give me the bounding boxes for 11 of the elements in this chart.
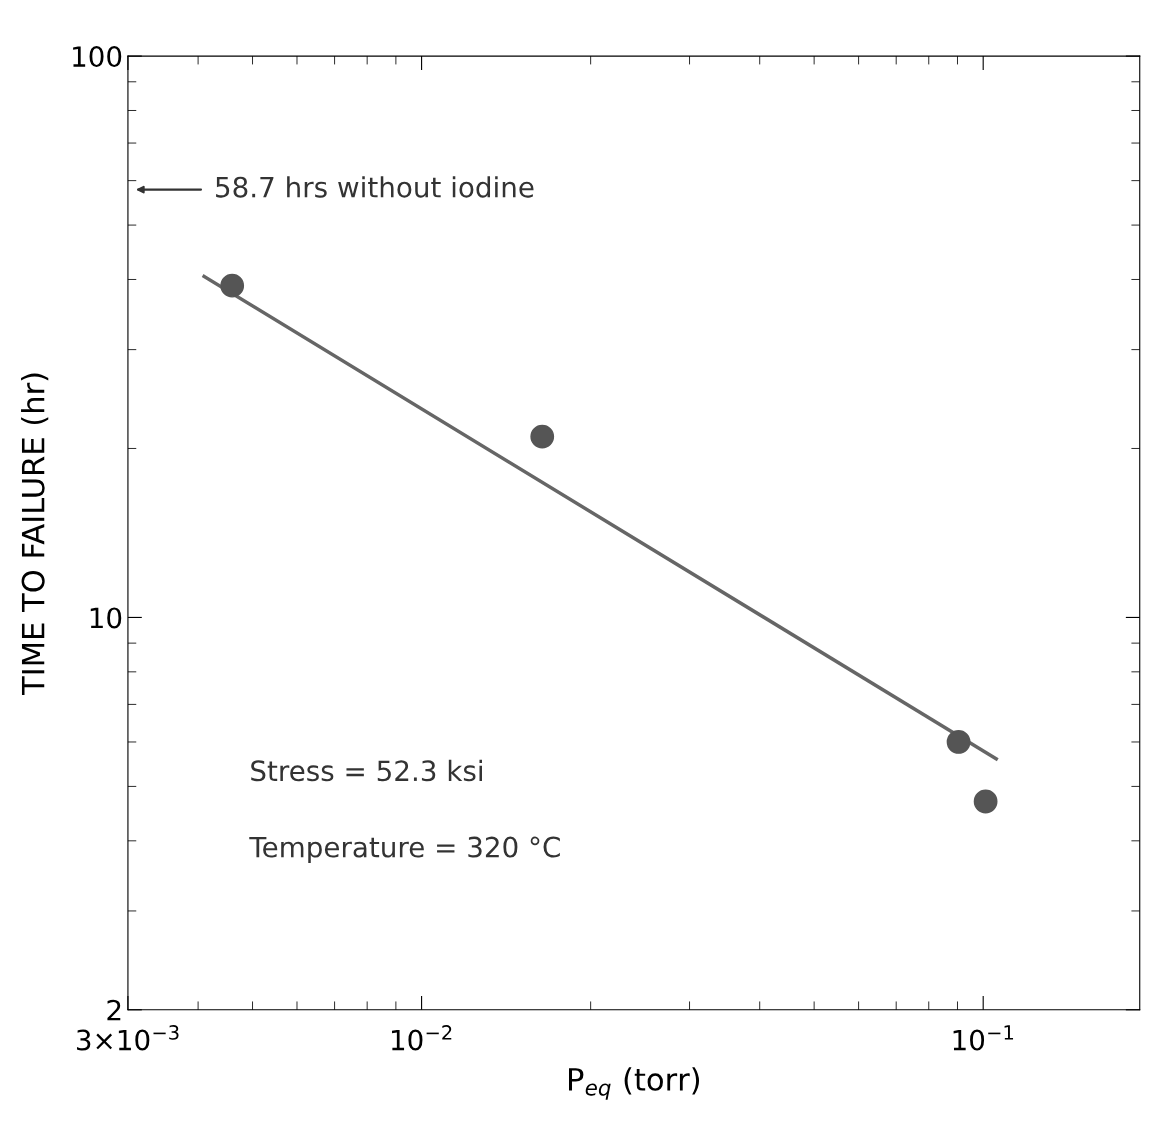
x-tick-label: 10$^{−1}$ bbox=[953, 1025, 1014, 1051]
y-tick-label: 100 bbox=[73, 46, 122, 68]
x-axis-title: P$_{eq}$ (torr) bbox=[569, 1067, 700, 1100]
y-axis-title: TIME TO FAILURE (hr) bbox=[21, 373, 49, 696]
y-tick-label: 10 bbox=[90, 607, 122, 629]
annotation: 58.7 hrs without iodine bbox=[216, 176, 534, 198]
y-tick-label: 2 bbox=[107, 999, 121, 1021]
x-tick-label: 10$^{−2}$ bbox=[391, 1025, 452, 1051]
annotation: Temperature = 320 °C bbox=[249, 836, 560, 863]
x-tick-label: 3×10$^{−3}$ bbox=[76, 1025, 179, 1051]
annotation: Stress = 52.3 ksi bbox=[251, 759, 482, 782]
